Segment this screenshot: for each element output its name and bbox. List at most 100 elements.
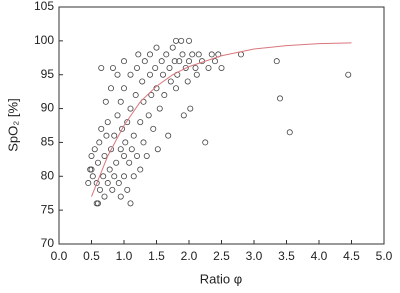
x-tick-label: 3.5 (278, 249, 295, 263)
data-point (117, 193, 124, 200)
x-tick-label: 5.0 (376, 249, 393, 263)
x-tick-label: 1.5 (148, 249, 165, 263)
data-point (150, 125, 157, 132)
data-point (121, 152, 128, 159)
data-point (161, 92, 168, 99)
data-point (101, 193, 108, 200)
x-tick-label: 0.0 (51, 249, 68, 263)
data-point (179, 51, 186, 58)
y-tick-label: 105 (34, 0, 54, 13)
data-point (345, 71, 352, 78)
data-point (176, 58, 183, 65)
data-point (108, 85, 115, 92)
data-point (169, 44, 176, 51)
data-point (185, 58, 192, 65)
data-point (141, 58, 148, 65)
y-tick-label: 70 (41, 236, 55, 250)
data-point (130, 132, 137, 139)
x-tick-label: 4.0 (311, 249, 328, 263)
data-point (202, 139, 209, 146)
y-tick-label: 95 (41, 67, 55, 81)
data-point (172, 85, 179, 92)
data-point (159, 71, 166, 78)
data-point (95, 159, 102, 166)
data-point (195, 51, 202, 58)
data-point (165, 132, 172, 139)
data-point (146, 71, 153, 78)
data-point (127, 200, 134, 207)
data-point (93, 180, 100, 187)
data-point (115, 180, 122, 187)
data-point (187, 105, 194, 112)
data-point (124, 186, 131, 193)
data-point (156, 105, 163, 112)
x-tick-label: 2.5 (213, 249, 230, 263)
data-point (154, 146, 161, 153)
data-point (104, 180, 111, 187)
y-axis-label: SpO₂ [%] (5, 98, 20, 151)
data-point (137, 166, 144, 173)
y-tick-label: 80 (41, 168, 55, 182)
data-point (91, 146, 98, 153)
data-point (127, 105, 134, 112)
data-point (93, 200, 100, 207)
data-point (163, 51, 170, 58)
data-point (114, 71, 121, 78)
data-point (184, 78, 191, 85)
data-point (185, 37, 192, 44)
data-point (88, 152, 95, 159)
data-point (211, 58, 218, 65)
data-point (148, 92, 155, 99)
data-point (139, 78, 146, 85)
x-tick-label: 3.0 (246, 249, 263, 263)
y-tick-label: 75 (41, 202, 55, 216)
data-point (101, 152, 108, 159)
data-point (135, 51, 142, 58)
data-point (145, 112, 152, 119)
data-point (122, 139, 129, 146)
data-point (146, 51, 153, 58)
data-point (113, 159, 120, 166)
data-point (189, 51, 196, 58)
y-tick-label: 85 (41, 135, 55, 149)
plot-frame (58, 6, 385, 245)
data-point (121, 173, 128, 180)
data-point (171, 58, 178, 65)
data-point (103, 132, 110, 139)
data-point (117, 146, 124, 153)
x-axis-label: Ratio φ (200, 271, 242, 286)
x-tick-label: 0.5 (83, 249, 100, 263)
data-point (87, 166, 94, 173)
data-point (98, 64, 105, 71)
data-point (167, 78, 174, 85)
data-point (137, 119, 144, 126)
data-point (133, 64, 140, 71)
data-point (96, 186, 103, 193)
data-point (119, 125, 126, 132)
data-point (124, 119, 131, 126)
data-point (286, 129, 293, 136)
x-tick-label: 1.0 (116, 249, 133, 263)
data-point (104, 119, 111, 126)
data-point (128, 146, 135, 153)
data-point (111, 132, 118, 139)
data-point (111, 173, 118, 180)
data-point (182, 64, 189, 71)
data-point (180, 112, 187, 119)
data-point (152, 64, 159, 71)
data-point (208, 51, 215, 58)
data-point (114, 112, 121, 119)
x-tick-label: 2.0 (181, 249, 198, 263)
data-point (85, 180, 92, 187)
data-point (153, 44, 160, 51)
data-point (108, 146, 115, 153)
data-point (96, 139, 103, 146)
data-point (109, 64, 116, 71)
data-point (121, 58, 128, 65)
data-point (126, 159, 133, 166)
fit-line (91, 42, 352, 197)
data-point (143, 152, 150, 159)
data-point (109, 186, 116, 193)
data-point (158, 58, 165, 65)
